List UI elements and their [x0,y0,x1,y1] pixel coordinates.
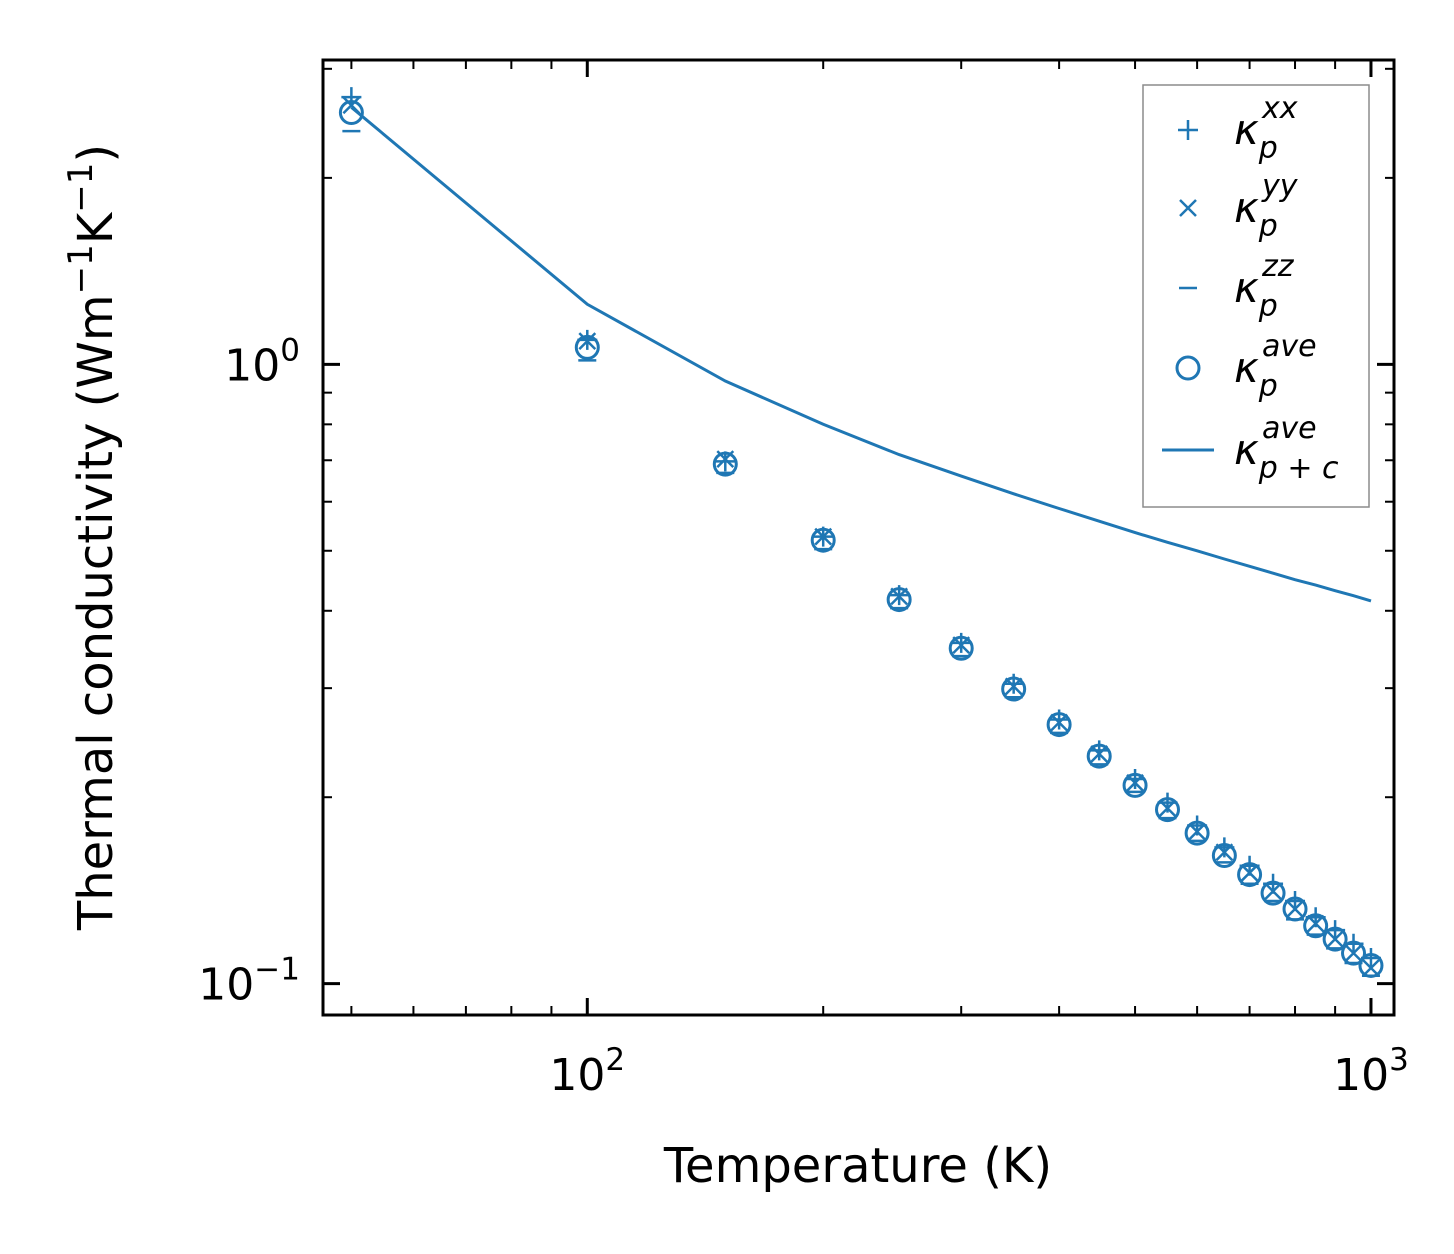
data-point-circle [886,587,912,613]
data-point-circle [1322,926,1348,952]
legend-plus-swatch [1178,120,1198,140]
data-point-x [1344,944,1363,963]
data-point-x [1240,863,1259,882]
y-tick-label: 100 [224,332,300,391]
data-point-circle [948,635,974,661]
data-point-circle [1260,880,1286,906]
legend-box [1142,84,1370,508]
data-point-circle [1237,862,1263,888]
x-tick-label: 102 [549,1042,625,1101]
data-point-circle [1341,940,1367,966]
data-point-circle [574,334,600,360]
data-point-circle [1303,913,1329,939]
data-point-circle [1086,743,1112,769]
plot-frame [321,58,1396,1017]
data-point-x [1362,959,1380,977]
data-point-circle [1154,797,1180,823]
axis-ticks [323,60,1394,1015]
data-point-x [1050,713,1068,732]
data-point-circle [1046,712,1072,738]
data-point-x [1306,914,1325,933]
data-point-x [1090,744,1109,763]
data-point-x [1188,822,1206,841]
y-tick-label: 10−1 [198,952,300,1011]
data-point-plus [1125,769,1146,790]
data-point-circle [1184,820,1210,846]
legend-label: κpave [1234,329,1317,404]
legend-label: κp + cave [1234,411,1339,486]
data-point-circle [810,527,836,553]
plot-area [338,87,1384,978]
x-tick-label: 103 [1333,1042,1409,1101]
legend-x-swatch [1179,199,1197,217]
y-axis-label: Thermal conductivity (Wm−1K−1) [61,144,124,931]
data-point-circle [712,451,738,477]
data-point-x [1158,799,1177,818]
x-axis-label: Temperature (K) [663,1138,1052,1194]
data-point-x [578,332,597,351]
data-point-x [1264,882,1282,901]
legend-circle-swatch [1175,355,1201,381]
legend-label: κpxx [1234,91,1298,166]
data-point-circle [1282,896,1308,922]
data-point-circle [1358,952,1384,978]
data-point-x [1326,930,1344,949]
data-point-circle [1211,843,1237,869]
series-line-kappa-p-c-ave [350,106,1372,603]
data-point-plus [1089,740,1110,761]
data-point-x [1286,900,1304,918]
data-point-circle [1001,676,1027,702]
legend-label: κpzz [1234,249,1295,324]
data-point-circle [1122,772,1148,798]
data-point-circle [338,100,364,126]
legend-label: κpyy [1234,169,1299,244]
tick-labels: 102 103 10−1 100 [198,332,1409,1101]
data-point-plus [715,451,736,472]
